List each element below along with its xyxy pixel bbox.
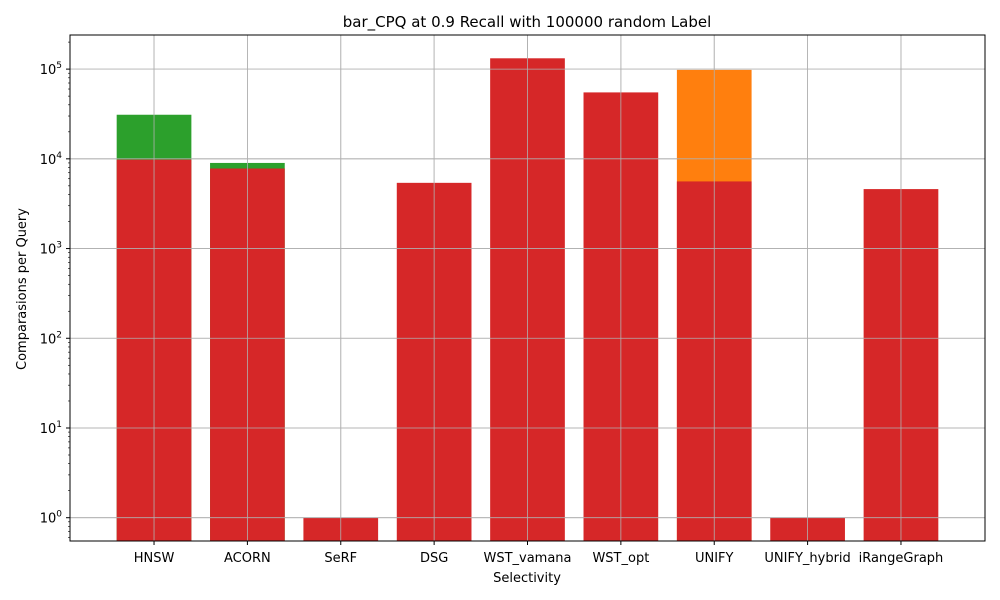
x-tick-label: UNIFY_hybrid bbox=[764, 551, 850, 566]
x-tick-label: DSG bbox=[420, 551, 448, 566]
y-tick-label: 105 bbox=[40, 61, 62, 78]
x-axis-label: Selectivity bbox=[493, 571, 561, 586]
x-tick-label: WST_opt bbox=[592, 551, 649, 566]
bars bbox=[70, 35, 985, 542]
x-tick-label: WST_vamana bbox=[483, 551, 571, 566]
y-tick-label: 101 bbox=[40, 420, 62, 437]
y-tick-label: 100 bbox=[40, 510, 63, 527]
x-tick-label: SeRF bbox=[324, 551, 357, 566]
chart-title: bar_CPQ at 0.9 Recall with 100000 random… bbox=[343, 13, 712, 32]
y-tick-label: 102 bbox=[40, 330, 62, 347]
y-tick-label: 104 bbox=[40, 151, 63, 168]
x-tick-label: iRangeGraph bbox=[859, 551, 944, 566]
x-tick-label: ACORN bbox=[224, 551, 271, 566]
x-tick-label: UNIFY bbox=[695, 551, 734, 566]
axes: HNSW ACORN SeRF DSG WST_vamana WST_opt UNIFY UN… bbox=[40, 34, 986, 566]
x-tick-label: HNSW bbox=[134, 551, 175, 566]
y-tick-label: 103 bbox=[40, 241, 62, 258]
y-axis-label: Comparasions per Query bbox=[15, 208, 30, 370]
